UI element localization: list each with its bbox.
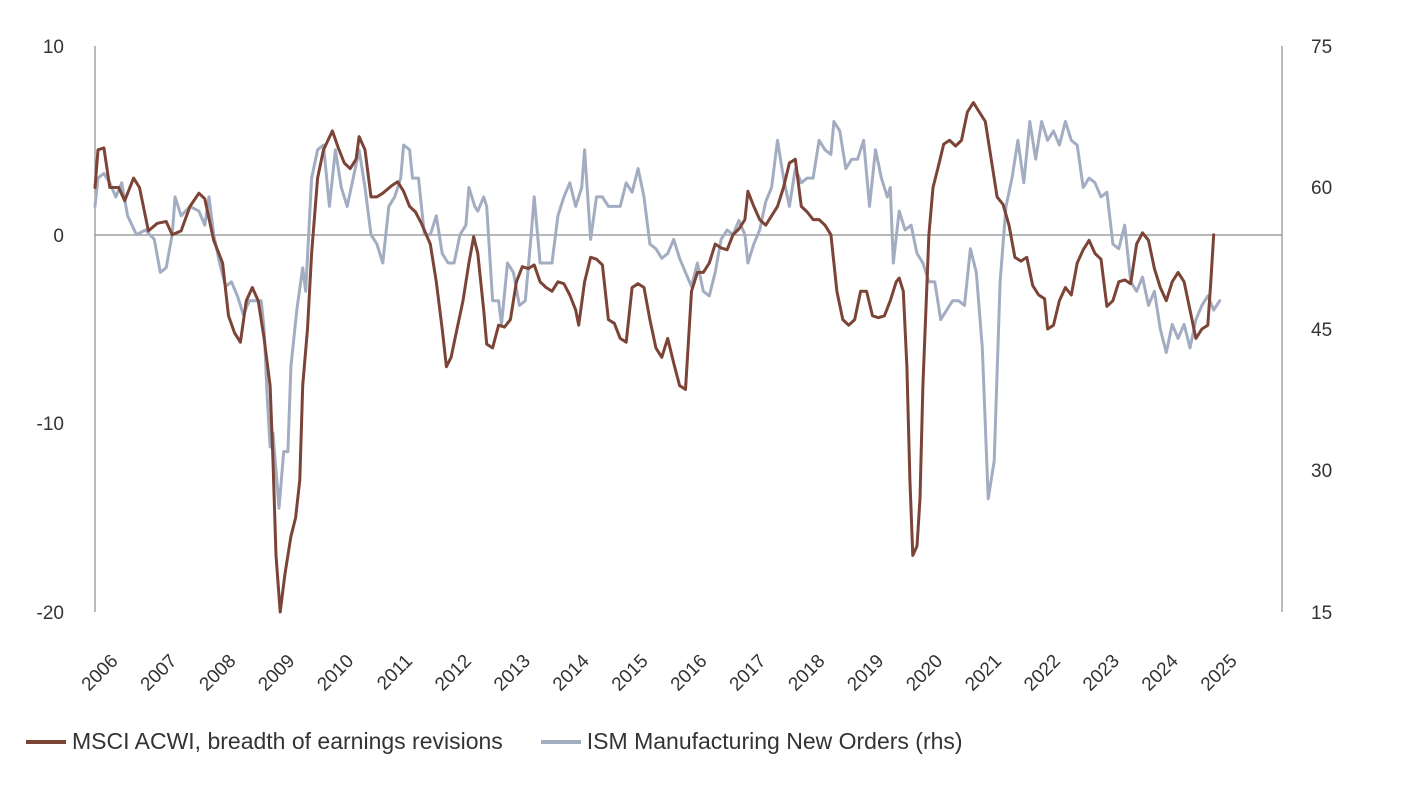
ism-series-line	[93, 120, 1222, 510]
legend-swatch-ism	[540, 739, 581, 744]
x-tick-label: 2012	[431, 651, 476, 696]
right-tick-label: 75	[1311, 37, 1332, 58]
x-tick-label: 2011	[373, 651, 417, 695]
x-tick-label: 2022	[1020, 651, 1065, 696]
legend-item-ism: ISM Manufacturing New Orders (rhs)	[540, 728, 963, 755]
right-tick-label: 60	[1311, 178, 1332, 199]
x-tick-label: 2017	[726, 651, 771, 696]
legend-item-msci: MSCI ACWI, breadth of earnings revisions	[26, 728, 503, 755]
x-tick-label: 2014	[549, 650, 594, 695]
x-tick-label: 2006	[78, 651, 123, 696]
legend-label-ism: ISM Manufacturing New Orders (rhs)	[586, 728, 963, 754]
msci-series-line	[93, 101, 1216, 614]
left-tick-label: 0	[53, 226, 64, 247]
x-tick-label: 2023	[1079, 651, 1124, 696]
x-tick-label: 2008	[196, 651, 241, 696]
legend: MSCI ACWI, breadth of earnings revisions…	[26, 728, 1001, 755]
line-chart: 10 0 -10 -20 75 60 45 30 15 2006 2007 2008…	[37, 37, 1333, 695]
x-tick-label: 2010	[313, 651, 358, 696]
x-axis-ticks: 2006 2007 2008 2009 2010 2011 2012 2013 2014 2015…	[78, 650, 1242, 695]
x-tick-label: 2021	[961, 651, 1006, 696]
right-tick-label: 30	[1311, 461, 1332, 482]
x-tick-label: 2007	[137, 651, 182, 696]
x-tick-label: 2013	[490, 651, 535, 696]
x-tick-label: 2016	[667, 651, 712, 696]
x-tick-label: 2019	[843, 651, 888, 696]
x-tick-label: 2009	[254, 651, 299, 696]
x-tick-label: 2015	[608, 651, 653, 696]
series-layer	[93, 101, 1222, 614]
legend-label-msci: MSCI ACWI, breadth of earnings revisions	[72, 728, 503, 754]
right-tick-label: 15	[1311, 603, 1332, 624]
legend-swatch-msci	[26, 739, 66, 744]
x-tick-label: 2018	[785, 651, 830, 696]
x-tick-label: 2020	[902, 651, 947, 696]
left-tick-label: -20	[37, 603, 64, 624]
x-tick-label: 2024	[1138, 650, 1183, 695]
left-tick-label: -10	[37, 414, 64, 435]
right-tick-label: 45	[1311, 320, 1332, 341]
x-tick-label: 2025	[1197, 651, 1242, 696]
left-tick-label: 10	[43, 37, 64, 58]
